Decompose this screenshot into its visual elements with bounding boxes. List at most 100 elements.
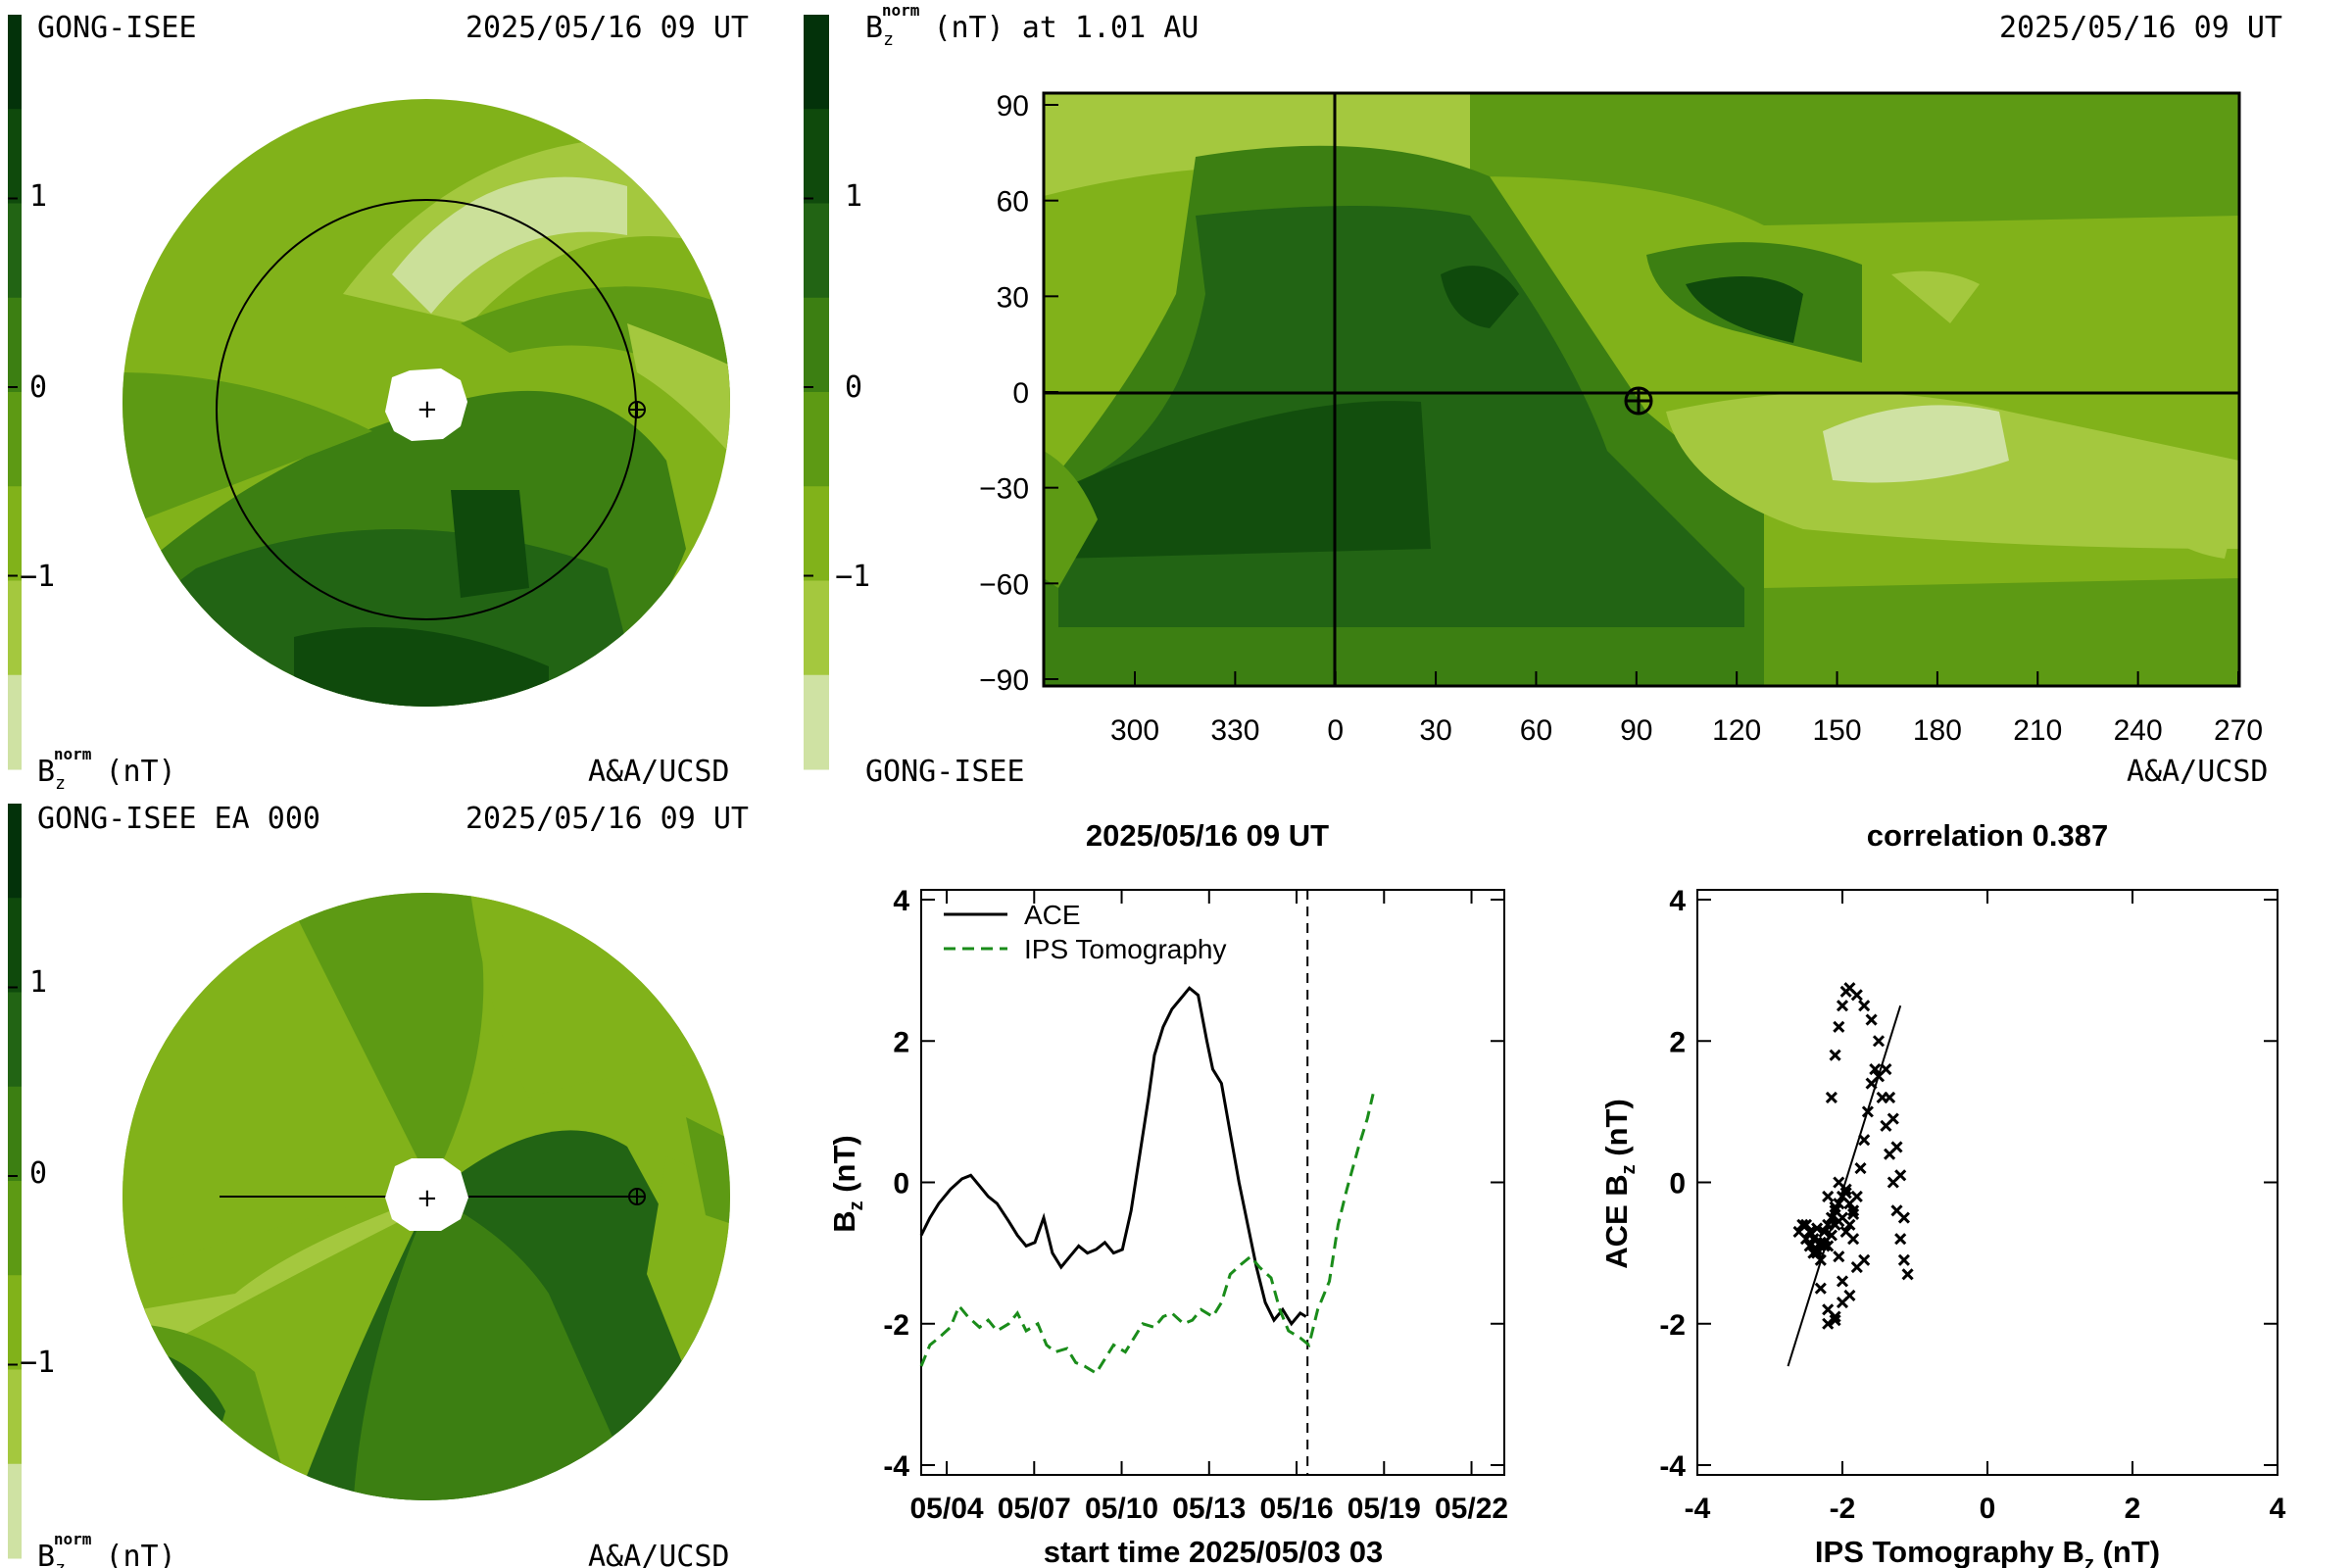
scatter-point [1833, 1250, 1845, 1263]
x-axis-label: IPS Tomography Bz (nT) [1815, 1535, 2160, 1568]
map-x-ticks: 300 330 0 30 60 90 120 150 180 210 240 270 [1110, 671, 2263, 747]
colorbar-segment [804, 486, 829, 581]
panel-bottom-left: 1 0 −1 GONG-ISEE EA 000 2025/05/16 09 UT… [8, 802, 749, 1568]
scatter-point [1865, 1013, 1878, 1026]
timestamp: 2025/05/16 09 UT [1999, 11, 2282, 45]
x-tick-label: 30 [1419, 714, 1451, 747]
y-tick-label: 60 [997, 186, 1029, 219]
colorbar-segment [8, 297, 22, 393]
x-tick-label: 05/07 [998, 1493, 1071, 1525]
timestamp: 2025/05/16 09 UT [466, 802, 749, 836]
axis-ticks: -4 -2 0 2 4 -4 -2 0 2 4 [1659, 885, 2285, 1525]
credit-label: A&A/UCSD [588, 1540, 730, 1568]
legend-ips-label: IPS Tomography [1024, 934, 1227, 964]
x-tick-label: 0 [1980, 1493, 1996, 1525]
scatter-point [1897, 1253, 1910, 1266]
scatter-point [1884, 1091, 1896, 1104]
y-tick-label: -4 [1659, 1450, 1686, 1483]
scatter-point [1825, 1091, 1838, 1104]
legend: ACE IPS Tomography [944, 900, 1227, 964]
colorbar-segment [8, 15, 22, 110]
scatter-points [1787, 982, 1914, 1367]
colorbar-segment [8, 109, 22, 204]
colorbar-tick-0: 0 [845, 370, 862, 405]
y-tick-label: 90 [997, 90, 1029, 122]
scatter-panel: correlation 0.387 -4 -2 0 2 4 -4 -2 0 2 4 IPS Tom… [1599, 818, 2286, 1568]
x-tick-label: 0 [1327, 714, 1344, 747]
sun-occulter [385, 1158, 468, 1231]
axis-ticks: -4 -2 0 2 4 05/04 05/07 05/10 05/13 05/16 05/19 05/… [883, 885, 1508, 1525]
colorbar-segment [8, 1181, 22, 1276]
colorbar-segment [804, 392, 829, 487]
colorbar-segment [8, 392, 22, 487]
colorbar-tick-1: 1 [29, 179, 47, 214]
scatter-point [1880, 1063, 1892, 1076]
scatter-point [1829, 1200, 1841, 1213]
colorbar-segment [8, 804, 22, 899]
plot-frame [920, 889, 1505, 1476]
colorbar-segment [8, 1463, 22, 1559]
scatter-point [1811, 1247, 1824, 1259]
colorbar-tick-0: 0 [29, 370, 47, 405]
scatter-point [1799, 1218, 1813, 1231]
series-line-ace [919, 986, 1307, 1327]
y-tick-label: -4 [883, 1450, 909, 1483]
colorbar-segment [804, 297, 829, 393]
scatter-point [1843, 1218, 1856, 1231]
scatter-point [1890, 1141, 1903, 1153]
source-label: GONG-ISEE EA 000 [37, 802, 320, 836]
colorbar-tick-1: 1 [29, 965, 47, 1000]
scatter-point [1829, 1314, 1841, 1327]
scatter-point [1811, 1222, 1824, 1235]
earth-marker [628, 401, 646, 418]
scatter-point [1847, 1233, 1860, 1246]
scatter-point [1894, 1233, 1907, 1246]
colorbar-segment [804, 109, 829, 204]
scatter-point [1836, 1275, 1849, 1288]
y-tick-label: 0 [893, 1168, 909, 1200]
chart-title: correlation 0.387 [1867, 818, 2108, 853]
scatter-point [1839, 1187, 1852, 1200]
colorbar-tick-1: 1 [845, 179, 862, 214]
colorbar-tick-neg1: −1 [835, 560, 870, 594]
x-tick-label: 240 [2114, 714, 2163, 747]
colorbar-segment [8, 992, 22, 1088]
colorbar-segment [8, 674, 22, 770]
colorbar-segment [804, 15, 829, 110]
scatter-point [1858, 1000, 1871, 1012]
credit-label: A&A/UCSD [2127, 755, 2269, 789]
x-tick-label: 2 [2125, 1493, 2141, 1525]
scatter-point [1803, 1225, 1816, 1239]
x-tick-label: 330 [1210, 714, 1259, 747]
y-tick-label: −30 [979, 473, 1029, 506]
scatter-point [1822, 1317, 1835, 1330]
scatter-point [1858, 1134, 1871, 1147]
scatter-point [1814, 1282, 1827, 1295]
colorbar-segment [8, 898, 22, 993]
scatter-point [1839, 985, 1852, 998]
scatter-point [1858, 1253, 1871, 1266]
scatter-point [1814, 1253, 1827, 1266]
x-tick-label: 05/13 [1172, 1493, 1246, 1525]
y-tick-label: 0 [1669, 1168, 1686, 1200]
scatter-point [1825, 1211, 1838, 1224]
scatter-point [1836, 1000, 1849, 1012]
colorbar-segment [8, 580, 22, 676]
scatter-point [1872, 1035, 1886, 1048]
scatter-point [1847, 1207, 1860, 1221]
source-label: GONG-ISEE [37, 11, 197, 45]
y-tick-label: -2 [883, 1309, 909, 1342]
timestamp: 2025/05/16 09 UT [466, 11, 749, 45]
y-tick-label: 30 [997, 281, 1029, 314]
colorbar-segment [8, 203, 22, 299]
colorbar-tick-neg1: −1 [20, 1346, 55, 1380]
scatter-point [1854, 1162, 1867, 1175]
x-tick-label: 05/22 [1435, 1493, 1508, 1525]
scatter-point [1886, 1112, 1899, 1125]
y-tick-label: -2 [1659, 1309, 1686, 1342]
y-tick-label: 4 [1669, 885, 1686, 917]
scatter-point [1901, 1268, 1914, 1281]
map-frame [1042, 91, 2241, 688]
y-tick-label: 2 [893, 1026, 909, 1058]
